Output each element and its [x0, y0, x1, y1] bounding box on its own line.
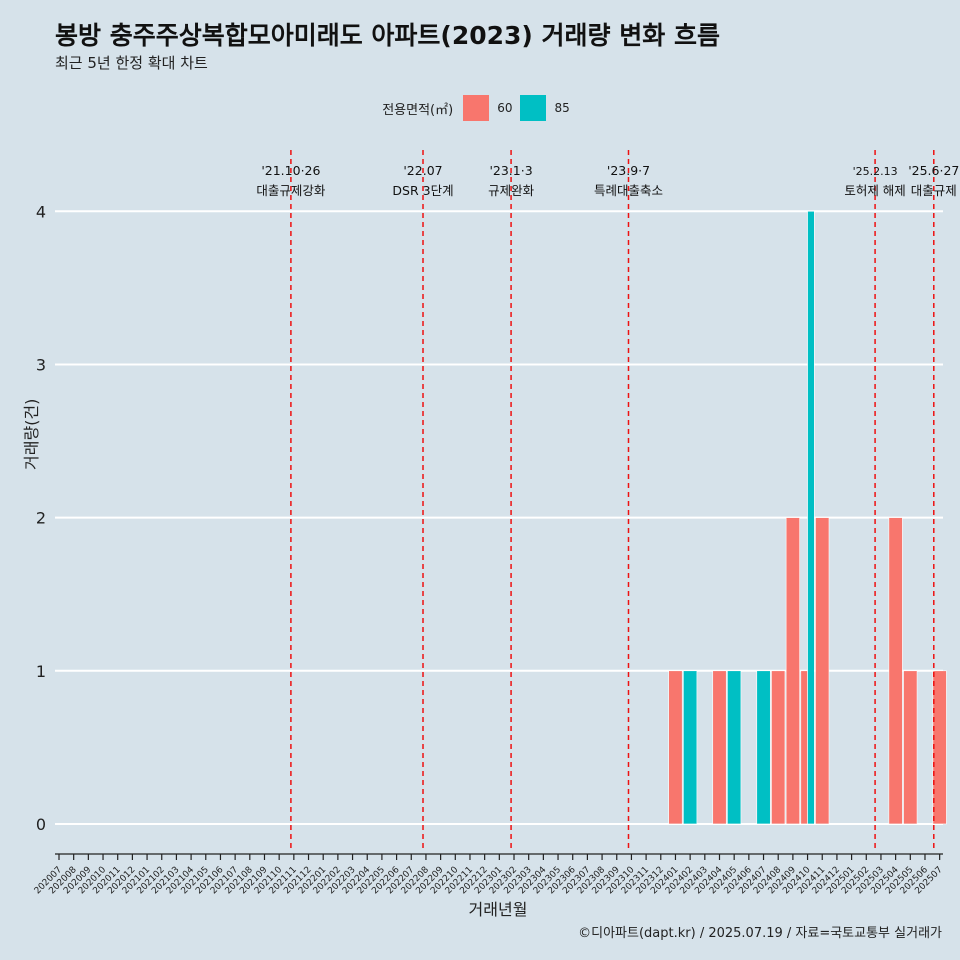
event-label-3: 특례대출축소: [594, 183, 663, 198]
legend-key-60: [463, 95, 490, 121]
event-date-2: '23.1·3: [489, 163, 532, 178]
bar-85-202410: [807, 210, 815, 825]
bar-85-202407: [756, 670, 771, 825]
legend-label-85: 85: [554, 101, 570, 115]
legend-title: 전용면적(㎡): [382, 102, 454, 118]
bar-60-202410: [800, 670, 808, 825]
chart-title: 봉방 충주주상복합모아미래도 아파트(2023) 거래량 변화 흐름: [55, 21, 720, 50]
bar-60-202507: [932, 670, 947, 825]
event-date-4: '25.2.13: [853, 165, 898, 178]
legend-label-60: 60: [497, 101, 513, 115]
event-label-5: 대출규제: [911, 183, 957, 198]
event-date-5: '25.6·27: [908, 163, 959, 178]
event-date-0: '21.10·26: [261, 163, 320, 178]
bar-85-202405: [727, 670, 742, 825]
y-axis-label: 거래량(건): [22, 398, 41, 470]
y-tick-label-3: 3: [36, 355, 46, 374]
y-tick-label-4: 4: [36, 202, 46, 221]
bar-85-202402: [683, 670, 698, 825]
bar-60-202404: [712, 670, 727, 825]
legend: 전용면적(㎡) 60 85: [0, 94, 960, 122]
y-tick-label-1: 1: [36, 662, 46, 681]
y-tick-label-2: 2: [36, 509, 46, 528]
event-date-1: '22.07: [403, 163, 442, 178]
bar-60-202411: [815, 517, 830, 825]
source-caption: ©디아파트(dapt.kr) / 2025.07.19 / 자료=국토교통부 실…: [578, 926, 942, 941]
event-label-4: 토허제 해제: [844, 183, 905, 198]
bar-60-202409: [785, 517, 800, 825]
y-tick-label-0: 0: [36, 815, 46, 834]
event-label-0: 대출규제강화: [256, 183, 326, 198]
bar-60-202504: [888, 517, 903, 825]
x-axis-label: 거래년월: [468, 900, 528, 919]
bar-60-202408: [771, 670, 786, 825]
bar-60-202401: [668, 670, 683, 825]
chart-subtitle: 최근 5년 한정 확대 차트: [55, 54, 208, 72]
event-date-3: '23.9·7: [607, 163, 650, 178]
event-label-2: 규제완화: [488, 183, 535, 198]
bar-60-202505: [903, 670, 918, 825]
event-label-1: DSR 3단계: [392, 183, 453, 198]
legend-key-85: [520, 95, 547, 121]
